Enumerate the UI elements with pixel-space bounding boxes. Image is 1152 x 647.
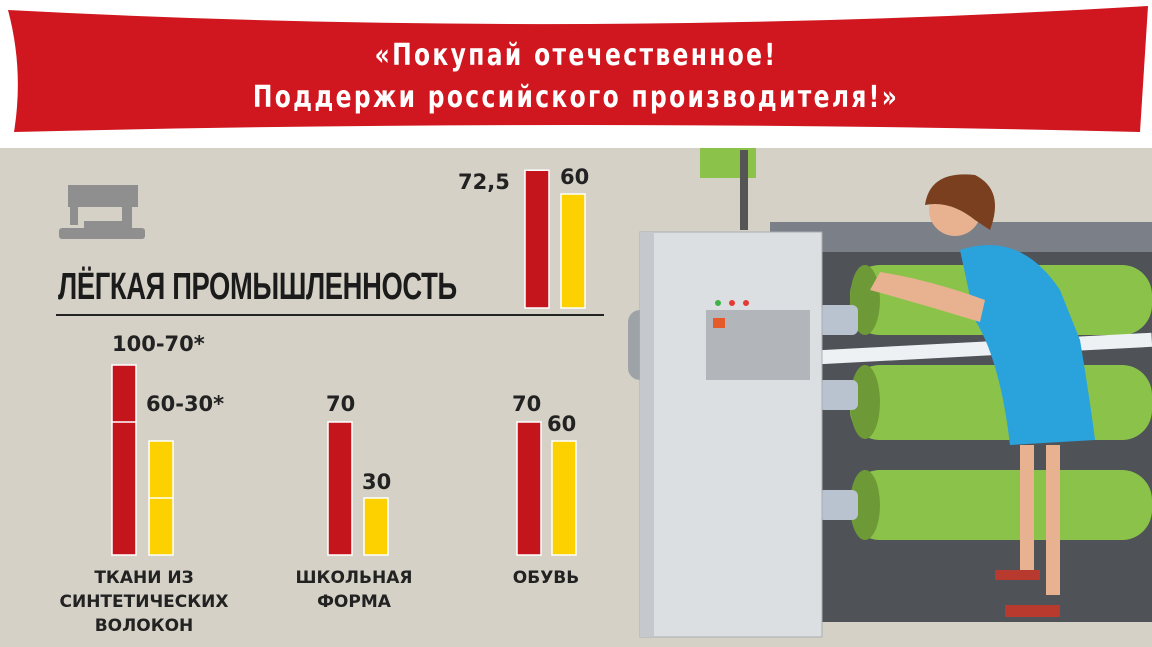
value-label: 30	[362, 470, 392, 494]
value-label: 60	[547, 412, 577, 436]
category-line: ШКОЛЬНАЯ	[295, 568, 413, 588]
category-line: ФОРМА	[317, 592, 391, 612]
title-divider	[56, 314, 604, 316]
loom-machine	[628, 148, 1152, 638]
bar-0-red	[111, 364, 137, 556]
bar-overall-red	[524, 169, 550, 309]
banner-line-2: Поддержи российского производителя!»	[252, 80, 900, 115]
bar-group	[111, 169, 586, 556]
banner-background	[8, 6, 1148, 132]
category-line: ОБУВЬ	[512, 568, 580, 588]
bar-2-yellow	[551, 440, 577, 556]
bar-1-red	[327, 421, 353, 556]
worker-figure	[870, 174, 1095, 617]
bar-1-yellow	[363, 497, 389, 556]
value-label: 70	[326, 392, 356, 416]
value-label: 72,5	[458, 170, 510, 194]
category-line: ВОЛОКОН	[94, 616, 194, 636]
category-line: СИНТЕТИЧЕСКИХ	[59, 592, 229, 612]
category-line: ТКАНИ ИЗ	[94, 568, 194, 588]
value-label: 60	[560, 165, 590, 189]
sewing-machine-icon	[59, 185, 145, 239]
bar-2-red	[516, 421, 542, 556]
category-label: ТКАНИ ИЗ СИНТЕТИЧЕСКИХ ВОЛОКОН	[44, 566, 244, 638]
value-label: 60-30*	[146, 392, 225, 416]
category-label: ОБУВЬ	[446, 566, 646, 590]
chart-title: ЛЁГКАЯ ПРОМЫШЛЕННОСТЬ	[58, 266, 457, 308]
banner-line-1: «Покупай отечественное!	[374, 38, 778, 73]
value-label: 100-70*	[112, 332, 205, 356]
bar-overall-yellow	[560, 193, 586, 309]
category-label: ШКОЛЬНАЯ ФОРМА	[254, 566, 454, 614]
value-label: 70	[512, 392, 542, 416]
